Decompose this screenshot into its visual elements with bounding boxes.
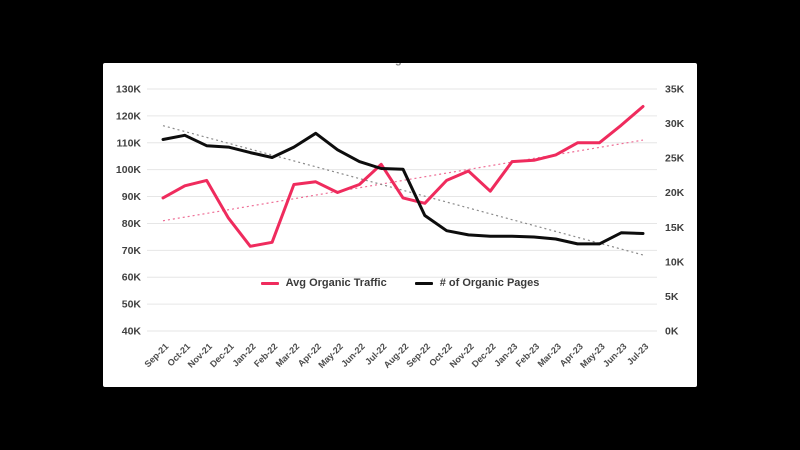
x-axis-tick-label: Dec-21 (208, 341, 236, 369)
right-axis-tick-label: 5K (665, 291, 679, 303)
x-axis-tick-label: Sep-21 (142, 341, 170, 369)
x-axis-tick-label: May-23 (578, 341, 607, 370)
legend-item-avg-organic-traffic[interactable]: Avg Organic Traffic (260, 277, 387, 289)
left-axis-tick-label: 40K (122, 326, 142, 338)
x-axis-tick-label: Mar-23 (536, 341, 564, 369)
chart-panel: g 130K 120K 110K 100K 90K 80K 70K 60K 50K 40K 35K 3… (103, 63, 697, 387)
left-axis-tick-label: 50K (122, 299, 142, 311)
legend-item-of-organic-pages[interactable]: # of Organic Pages (414, 277, 540, 289)
right-axis-tick-label: 15K (665, 222, 685, 234)
x-axis-tick-label: Jun-23 (601, 341, 629, 369)
legend-label: Avg Organic Traffic (285, 277, 387, 289)
right-axis-tick-label: 0K (665, 326, 679, 338)
left-axis-tick-label: 120K (116, 110, 142, 122)
x-axis-tick-label: Jun-22 (339, 341, 367, 369)
trendline-avg-organic-traffic (162, 139, 644, 222)
right-axis-tick-label: 20K (665, 187, 685, 199)
left-axis-tick-label: 80K (122, 218, 142, 230)
legend-label: # of Organic Pages (439, 277, 540, 289)
right-axis-tick-label: 30K (665, 118, 685, 130)
x-axis-tick-label: Aug-22 (382, 341, 411, 370)
dual-axis-line-chart: 130K 120K 110K 100K 90K 80K 70K 60K 50K 40K 35K 30K… (116, 84, 685, 370)
clipped-chart-title-fragment: g (395, 63, 403, 66)
left-axis-tick-label: 60K (122, 272, 142, 284)
right-axis-tick-label: 10K (665, 256, 685, 268)
left-axis-tick-label: 90K (122, 191, 142, 203)
left-axis-tick-label: 70K (122, 245, 142, 257)
x-axis-tick-label: Sep-22 (404, 341, 432, 369)
left-axis-tick-label: 100K (116, 164, 142, 176)
series-line-of-organic-pages[interactable] (161, 131, 645, 246)
left-axis-tick-label: 110K (116, 137, 141, 149)
legend-line-swatch (260, 281, 279, 285)
x-axis-tick-label: Mar-22 (274, 341, 302, 369)
series-line-avg-organic-traffic[interactable] (161, 105, 645, 248)
x-axis-tick-label: Jul-23 (625, 341, 650, 366)
x-axis-tick-label: May-22 (316, 341, 345, 370)
chart-legend: Avg Organic Traffic # of Organic Pages (103, 277, 697, 289)
right-axis-tick-label: 35K (665, 84, 685, 96)
left-axis-tick-label: 130K (116, 84, 142, 96)
x-axis-tick-label: Dec-22 (470, 341, 498, 369)
legend-line-swatch (414, 281, 433, 285)
right-axis-tick-label: 25K (665, 153, 685, 165)
